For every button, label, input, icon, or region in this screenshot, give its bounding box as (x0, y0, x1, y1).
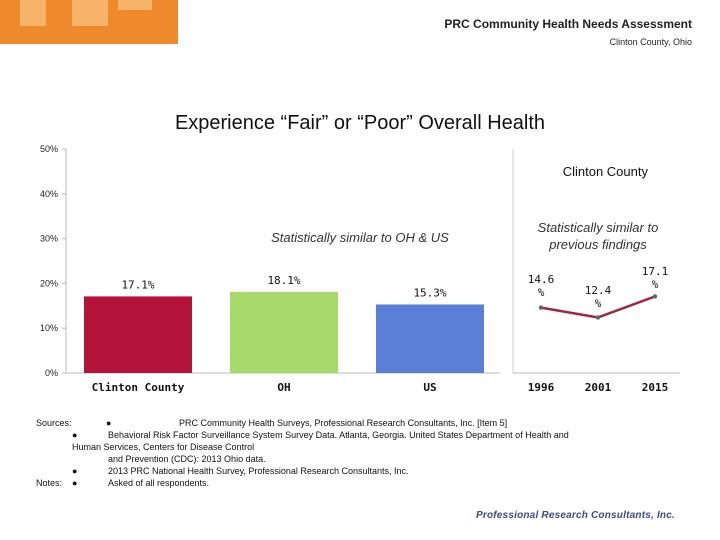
y-tick-label: 30% (40, 234, 58, 244)
trend-x-label: 1996 (528, 381, 555, 394)
y-tick-label: 50% (40, 144, 58, 154)
sources-label: Sources: (36, 418, 72, 428)
y-tick-label: 0% (45, 368, 58, 378)
logo-square (118, 0, 152, 10)
logo-square (20, 0, 46, 26)
source-line: and Prevention (CDC): 2013 Ohio data. (108, 454, 266, 464)
trend-value-label: 12.4 (585, 284, 612, 297)
y-tick-label: 10% (40, 323, 58, 333)
source-line: Human Services, Centers for Disease Cont… (72, 442, 255, 452)
note-line: Asked of all respondents. (108, 478, 210, 488)
trend-x-label: 2015 (642, 381, 669, 394)
x-tick-label: Clinton County (92, 381, 185, 394)
trend-value-label: 14.6 (528, 273, 555, 286)
trend-annotation: previous findings (548, 237, 647, 252)
trend-annotation: Statistically similar to (538, 220, 659, 235)
bar-value-label: 15.3% (413, 286, 446, 299)
notes-label: Notes: (36, 478, 63, 488)
trend-value-label: % (538, 286, 545, 299)
source-line: Behavioral Risk Factor Surveillance Syst… (108, 430, 569, 440)
y-tick-label: 40% (40, 189, 58, 199)
trend-point (538, 305, 544, 310)
bar (230, 291, 338, 373)
report-subtitle: Clinton County, Ohio (609, 37, 692, 47)
x-tick-label: OH (277, 381, 290, 394)
trend-value-label: 17.1 (642, 265, 669, 278)
source-line: PRC Community Health Surveys, Profession… (179, 418, 508, 428)
report-title: PRC Community Health Needs Assessment (444, 17, 692, 31)
chart-title: Experience “Fair” or “Poor” Overall Heal… (174, 112, 546, 134)
trend-title: Clinton County (563, 164, 649, 179)
trend-point (652, 294, 658, 299)
logo-square (72, 0, 108, 26)
bar (84, 296, 192, 373)
bullet-icon: ● (72, 466, 78, 476)
bar-annotation: Statistically similar to OH & US (271, 230, 449, 245)
brand-logo-block (0, 0, 178, 44)
bar-value-label: 18.1% (267, 274, 300, 287)
source-line: 2013 PRC National Health Survey, Profess… (108, 466, 409, 476)
bullet-icon: ● (72, 478, 78, 488)
trend-value-label: % (595, 297, 602, 310)
y-tick-label: 20% (40, 278, 58, 288)
prc-footer-logo: Professional Research Consultants, Inc. (476, 510, 675, 521)
bullet-icon: ● (106, 418, 112, 428)
bullet-icon: ● (72, 430, 78, 440)
x-tick-label: US (423, 381, 436, 394)
bar-value-label: 17.1% (121, 278, 154, 291)
trend-point (595, 315, 601, 320)
bar (376, 304, 484, 373)
trend-x-label: 2001 (585, 381, 612, 394)
trend-value-label: % (652, 278, 659, 291)
